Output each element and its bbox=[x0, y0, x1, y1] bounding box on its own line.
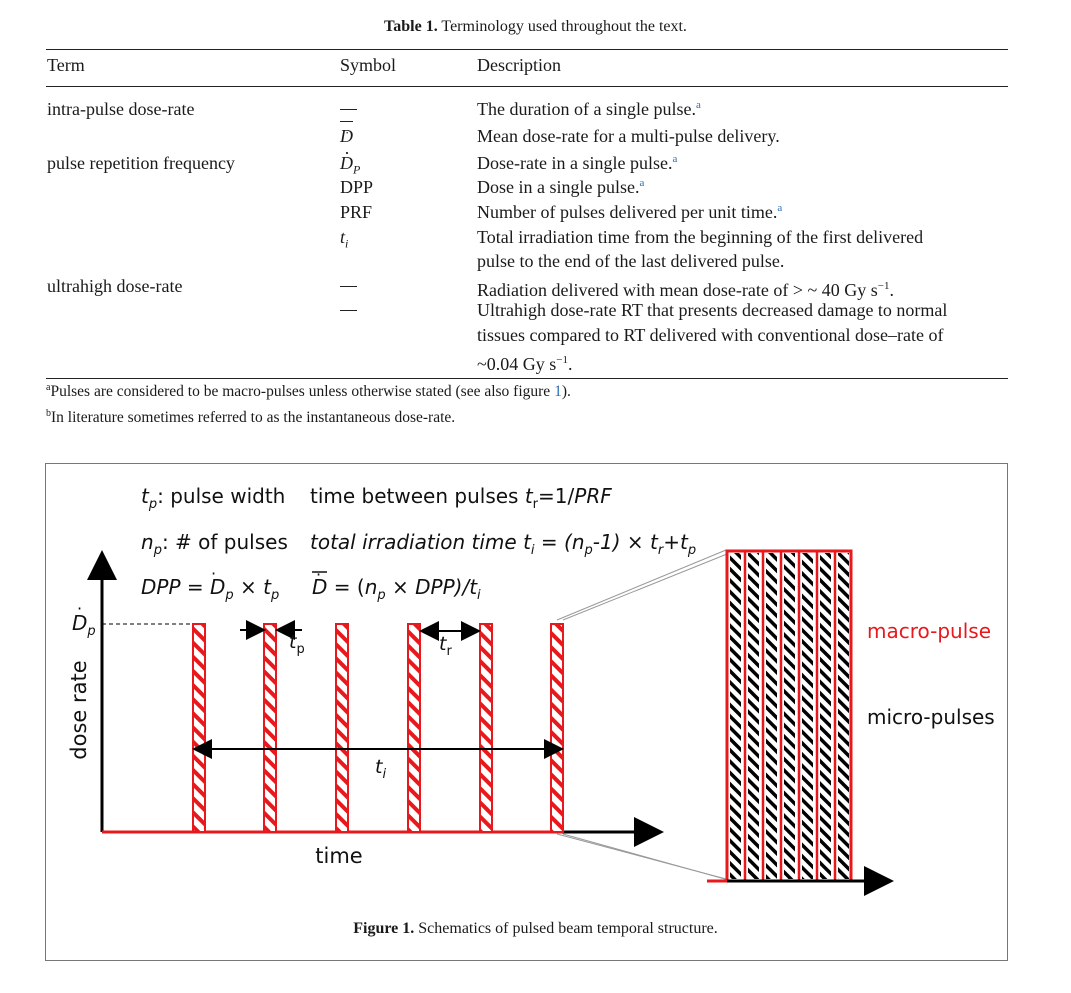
header-description: Description bbox=[477, 55, 561, 75]
legend-tp: tp: pulse width bbox=[141, 484, 285, 512]
macro-pulse bbox=[550, 623, 564, 833]
description-line: Total irradiation time from the beginnin… bbox=[477, 227, 924, 247]
svg-text:·: · bbox=[77, 599, 82, 618]
zoomed-macro-pulse bbox=[707, 549, 894, 896]
table-label: Table 1. bbox=[384, 18, 438, 35]
svg-text:·: · bbox=[316, 565, 321, 584]
figure-link[interactable]: 1 bbox=[554, 383, 562, 401]
legend-np: np: # of pulses bbox=[141, 530, 288, 558]
macro-pulse bbox=[263, 623, 277, 833]
svg-text:tr: tr bbox=[439, 633, 452, 659]
term-prf: pulse repetition frequency bbox=[47, 153, 235, 173]
symbol-dash bbox=[340, 274, 357, 298]
header-term: Term bbox=[47, 55, 85, 75]
macro-pulse bbox=[407, 623, 421, 833]
micro-pulse bbox=[766, 553, 777, 879]
svg-text:ti: ti bbox=[375, 756, 386, 782]
macro-pulse bbox=[192, 623, 206, 833]
symbol-dp: · DP bbox=[340, 143, 361, 177]
footnote-b: bIn literature sometimes referred to as … bbox=[46, 408, 456, 427]
table-top-rule bbox=[46, 49, 1008, 50]
description-row: Number of pulses delivered per unit time… bbox=[477, 202, 783, 222]
symbol-dash bbox=[340, 97, 357, 121]
macro-pulse bbox=[335, 623, 349, 833]
micro-pulse bbox=[730, 553, 741, 879]
legend-ti: total irradiation time ti = (np-1) × tr+… bbox=[310, 530, 696, 558]
y-tick-dp: Dp · bbox=[72, 599, 96, 639]
table-bottom-rule bbox=[46, 378, 1008, 379]
macro-pulse bbox=[479, 623, 493, 833]
symbol-dash bbox=[340, 298, 357, 322]
description-row: Dose in a single pulse.a bbox=[477, 177, 645, 197]
description-row: The duration of a single pulse.a bbox=[477, 99, 701, 119]
term-uhdr: ultrahigh dose-rate bbox=[47, 276, 183, 296]
header-symbol: Symbol bbox=[340, 55, 397, 75]
description-line: tissues compared to RT delivered with co… bbox=[477, 325, 944, 345]
description-line: pulse to the end of the last delivered p… bbox=[477, 251, 785, 271]
legend-dot: · bbox=[211, 564, 216, 583]
svg-text:tp: tp bbox=[289, 631, 305, 657]
footnote-a: aPulses are considered to be macro-pulse… bbox=[46, 382, 571, 401]
tr-annotation: tr bbox=[419, 621, 481, 659]
description-row: Dose-rate in a single pulse.a bbox=[477, 153, 678, 173]
description-line: ~0.04 Gy s−1. bbox=[477, 354, 573, 374]
legend-tr: time between pulses tr=1/PRF bbox=[310, 484, 612, 512]
table-header-rule bbox=[46, 86, 1008, 87]
micro-pulse bbox=[820, 553, 831, 879]
description-line: Ultrahigh dose-rate RT that presents dec… bbox=[477, 300, 948, 320]
micro-pulse bbox=[802, 553, 813, 879]
figure-label: Figure 1. bbox=[353, 920, 415, 937]
figure-caption-text: Schematics of pulsed beam temporal struc… bbox=[418, 920, 718, 937]
symbol-dbar: · D bbox=[340, 121, 353, 148]
y-axis-label: dose rate bbox=[67, 660, 91, 759]
symbol-ti: ti bbox=[340, 227, 349, 251]
macro-pulses bbox=[192, 623, 564, 833]
zoom-lines bbox=[556, 549, 733, 882]
svg-text:Dp: Dp bbox=[72, 611, 96, 639]
legend-dbar: D = (np × DPP)/ti bbox=[312, 575, 481, 603]
figure-caption: Figure 1. Schematics of pulsed beam temp… bbox=[0, 920, 1071, 938]
table-caption-text: Terminology used throughout the text. bbox=[441, 18, 687, 35]
ti-annotation: ti bbox=[192, 739, 564, 782]
legend-dpp: DPP = Dp × tp bbox=[141, 575, 279, 603]
macro-pulse-label: macro-pulse bbox=[867, 619, 991, 643]
symbol-prf: PRF bbox=[340, 202, 373, 222]
figure-frame bbox=[45, 463, 1008, 961]
micro-pulses-label: micro-pulses bbox=[867, 705, 995, 729]
micro-pulse bbox=[838, 553, 849, 879]
micro-pulse bbox=[784, 553, 795, 879]
x-axis-label: time bbox=[315, 844, 362, 868]
micro-pulse bbox=[748, 553, 759, 879]
table-caption: Table 1. Terminology used throughout the… bbox=[0, 18, 1071, 36]
description-row: Radiation delivered with mean dose-rate … bbox=[477, 280, 894, 300]
description-row: Mean dose-rate for a multi-pulse deliver… bbox=[477, 126, 780, 146]
symbol-dpp: DPP bbox=[340, 177, 374, 197]
term-intra-pulse: intra-pulse dose-rate bbox=[47, 99, 195, 119]
